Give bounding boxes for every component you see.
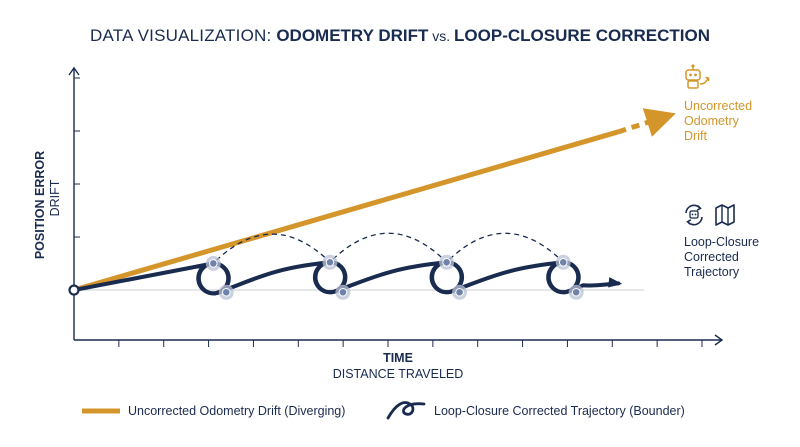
drift-annotation-line2: Odometry xyxy=(684,114,740,128)
corrected-annotation-line3: Trajectory xyxy=(684,265,740,279)
loop-closure-node xyxy=(558,257,568,267)
title-part2: LOOP-CLOSURE CORRECTION xyxy=(454,26,710,45)
loop-closure-arc xyxy=(332,232,445,260)
x-axis-label: TIME xyxy=(383,351,413,365)
loop-closure-node xyxy=(338,287,348,297)
drift-line xyxy=(73,129,620,293)
legend-label-corrected: Loop-Closure Corrected Trajectory (Bound… xyxy=(434,404,685,418)
corrected-annotation-line2: Corrected xyxy=(684,250,739,264)
y-axis-ticks xyxy=(74,77,80,238)
y-axis-arrowhead xyxy=(68,66,80,76)
loop-arrows-icon xyxy=(685,204,703,226)
loop-closure-arc xyxy=(449,232,561,260)
legend: Uncorrected Odometry Drift (Diverging) L… xyxy=(82,401,685,420)
series-loop-closure-corrected xyxy=(72,232,623,296)
loop-closure-nodes xyxy=(205,254,584,300)
robot-icon xyxy=(685,64,710,89)
legend-swatch-corrected xyxy=(386,401,426,420)
series-uncorrected-drift xyxy=(73,108,676,293)
corrected-trajectory-arrowhead xyxy=(608,277,623,288)
y-axis-sublabel: DRIFT xyxy=(48,179,62,216)
drift-annotation-line1: Uncorrected xyxy=(684,99,752,113)
loop-closure-node xyxy=(571,287,581,297)
loop-closure-node xyxy=(442,257,451,267)
map-icon xyxy=(715,204,735,226)
loop-closure-arc xyxy=(215,233,328,261)
x-axis-ticks xyxy=(118,340,703,347)
axes xyxy=(68,66,724,346)
x-axis-arrowhead xyxy=(714,334,724,346)
corrected-annotation-line1: Loop-Closure xyxy=(684,235,759,249)
drift-annotation-line3: Drift xyxy=(684,129,707,143)
loop-closure-node xyxy=(325,257,335,267)
y-axis-label: POSITION ERROR xyxy=(33,151,47,259)
x-axis-sublabel: DISTANCE TRAVELED xyxy=(333,367,464,381)
loop-closure-node xyxy=(455,287,464,297)
origin-marker xyxy=(68,284,80,296)
loop-closure-node xyxy=(221,287,231,297)
title-connector: vs. xyxy=(428,28,454,44)
drift-projection-arrow xyxy=(617,108,676,137)
legend-label-drift: Uncorrected Odometry Drift (Diverging) xyxy=(128,404,345,418)
chart-title: DATA VISUALIZATION: ODOMETRY DRIFT vs. L… xyxy=(90,26,710,45)
loop-closure-node xyxy=(209,259,218,268)
title-part1: ODOMETRY DRIFT xyxy=(276,26,429,45)
title-prefix: DATA VISUALIZATION: xyxy=(90,26,276,45)
